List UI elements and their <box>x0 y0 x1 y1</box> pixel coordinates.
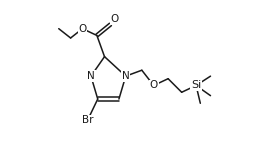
Text: O: O <box>149 81 158 91</box>
Text: O: O <box>111 14 119 24</box>
Text: N: N <box>87 71 95 81</box>
Text: Br: Br <box>82 115 93 125</box>
Text: Si: Si <box>191 81 201 91</box>
Text: O: O <box>78 24 87 34</box>
Text: N: N <box>122 71 130 81</box>
